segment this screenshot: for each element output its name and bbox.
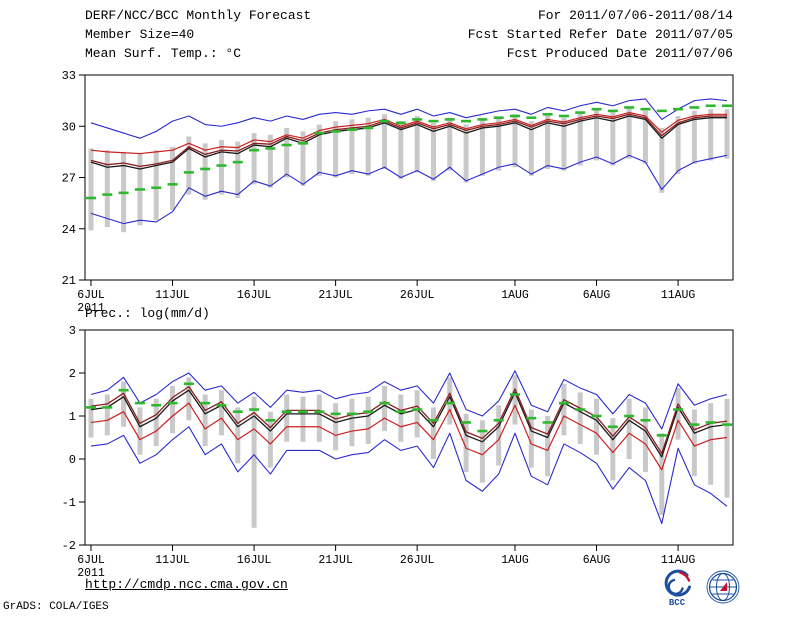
svg-text:21JUL: 21JUL <box>318 554 353 567</box>
svg-text:1: 1 <box>69 410 76 424</box>
temp-panel-variable-label: Mean Surf. Temp.: °C <box>85 46 242 61</box>
svg-text:1AUG: 1AUG <box>501 289 529 302</box>
bcc-logo-icon: BCC <box>664 569 691 607</box>
svg-text:2011: 2011 <box>77 567 105 580</box>
svg-text:2: 2 <box>69 367 76 381</box>
svg-text:-2: -2 <box>62 539 76 553</box>
svg-text:30: 30 <box>62 120 76 134</box>
svg-text:33: 33 <box>62 69 76 83</box>
svg-text:27: 27 <box>62 172 76 186</box>
svg-text:11AUG: 11AUG <box>661 289 696 302</box>
svg-text:26JUL: 26JUL <box>400 554 435 567</box>
svg-text:6AUG: 6AUG <box>583 289 611 302</box>
svg-text:24: 24 <box>62 223 76 237</box>
header-left: DERF/NCC/BCC Monthly Forecast Member Siz… <box>85 6 311 63</box>
refer-date-label: Fcst Started Refer Date 2011/07/05 <box>467 27 733 42</box>
svg-text:16JUL: 16JUL <box>237 554 272 567</box>
svg-text:26JUL: 26JUL <box>400 289 435 302</box>
svg-text:6AUG: 6AUG <box>583 554 611 567</box>
precip-panel-variable-label: Prec.: log(mm/d) <box>85 306 210 321</box>
member-size-label: Member Size=40 <box>85 27 195 42</box>
svg-text:6JUL: 6JUL <box>77 554 105 567</box>
bcc-logo-label: BCC <box>669 598 686 607</box>
svg-text:3: 3 <box>69 324 76 338</box>
produced-date-label: Fcst Produced Date 2011/07/06 <box>506 46 733 61</box>
svg-text:11JUL: 11JUL <box>155 289 190 302</box>
header-right: For 2011/07/06-2011/08/14 Fcst Started R… <box>468 6 733 63</box>
svg-text:2011: 2011 <box>77 302 105 315</box>
svg-text:11JUL: 11JUL <box>155 554 190 567</box>
svg-text:6JUL: 6JUL <box>77 289 105 302</box>
svg-text:21: 21 <box>62 274 76 288</box>
svg-text:16JUL: 16JUL <box>237 289 272 302</box>
svg-text:11AUG: 11AUG <box>661 554 696 567</box>
svg-text:0: 0 <box>69 453 76 467</box>
forecast-range-label: For 2011/07/06-2011/08/14 <box>537 8 733 23</box>
page-title: DERF/NCC/BCC Monthly Forecast <box>85 8 312 23</box>
svg-text:-1: -1 <box>62 496 76 510</box>
svg-text:21JUL: 21JUL <box>318 289 353 302</box>
grads-attribution: GrADS: COLA/IGES <box>3 601 109 613</box>
logos: BCC <box>660 567 742 607</box>
ncc-globe-logo-icon <box>706 570 740 604</box>
footer-url-link[interactable]: http://cmdp.ncc.cma.gov.cn <box>85 577 288 592</box>
svg-text:1AUG: 1AUG <box>501 554 529 567</box>
